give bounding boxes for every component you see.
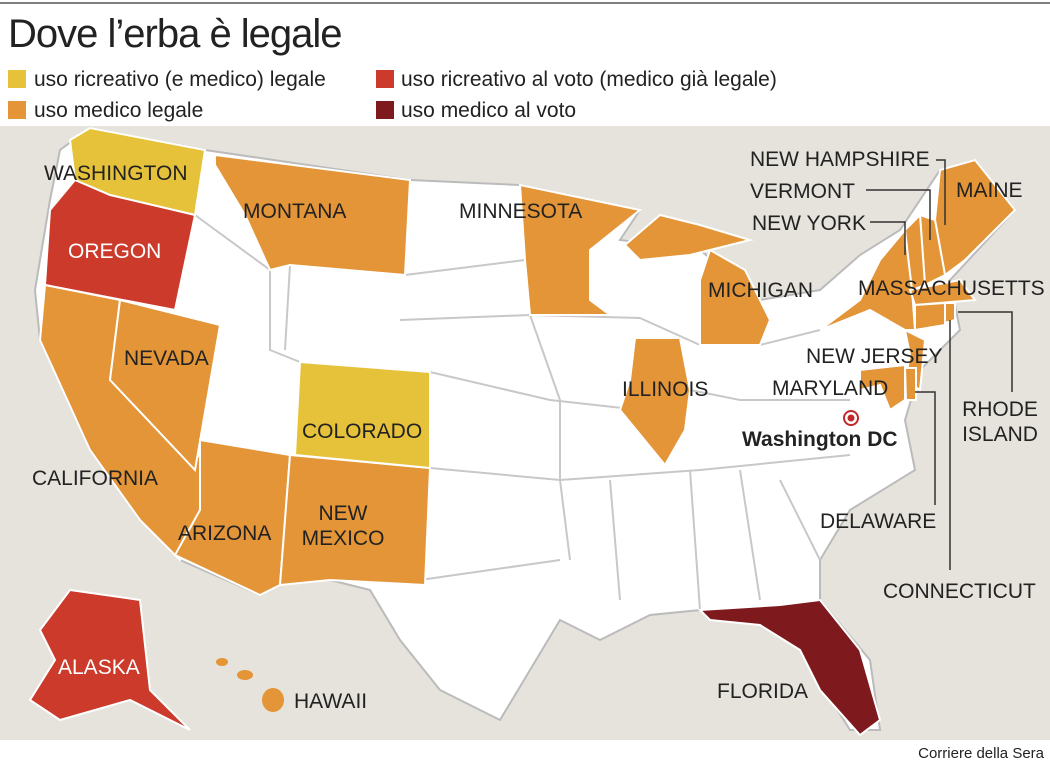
leader-lines [866,159,1013,570]
state-label: ILLINOIS [622,378,708,401]
state-label: MICHIGAN [708,279,813,302]
state-label: FLORIDA [717,680,808,703]
state-label: ARIZONA [178,522,271,545]
state-shape [216,658,228,666]
state-shape [908,278,977,307]
state-shape [237,670,253,680]
state-shape [108,298,222,473]
state-label: MAINE [956,179,1023,202]
state-label: MONTANA [243,200,346,223]
legend-swatch [8,70,26,88]
legend-label: uso ricreativo (e medico) legale [34,68,326,91]
legend-label: uso ricreativo al voto (medico già legal… [401,68,777,91]
state-shape [618,337,692,467]
state-label: ALASKA [58,656,140,679]
state-label: CONNECTICUT [883,580,1036,603]
state-label: RHODE [962,398,1038,421]
legend-label: uso medico legale [34,99,203,122]
legend-swatch [8,101,26,119]
title: Dove l’erba è legale [8,12,342,56]
legend-swatch [376,101,394,119]
state-shape [43,178,197,312]
state-shape [914,301,946,332]
state-shape [944,302,956,325]
state-shape [262,688,284,712]
state-label: NEW YORK [752,212,866,235]
state-label: MASSACHUSETTS [858,277,1045,300]
state-shape [903,367,917,401]
state-label: OREGON [68,240,161,263]
capital-label: Washington DC [742,428,898,451]
legend-swatch [376,70,394,88]
state-label: NEVADA [124,347,209,370]
capital-marker-dot [847,414,855,422]
state-label: NEW [319,502,368,525]
state-label: CALIFORNIA [32,467,158,490]
state-shape [293,360,431,470]
state-shape [859,363,906,412]
state-label: VERMONT [750,180,855,203]
state-label: NEW JERSEY [806,345,943,368]
state-label: DELAWARE [820,510,936,533]
state-shape [518,183,643,316]
state-shape [699,248,772,346]
state-shape [214,153,412,277]
state-label: COLORADO [302,420,422,443]
state-label: WASHINGTON [44,162,188,185]
state-label: MARYLAND [772,377,888,400]
legend-label: uso medico al voto [401,99,576,122]
state-shape [623,213,754,262]
state-shape [903,212,927,292]
state-label: NEW HAMPSHIRE [750,148,930,171]
state-label: MINNESOTA [459,200,582,223]
states [28,126,1017,737]
state-shape [697,598,882,737]
credit: Corriere della Sera [918,745,1045,762]
state-shape [28,588,191,731]
state-label: MEXICO [302,527,385,550]
state-label: HAWAII [294,690,367,713]
state-label: ISLAND [962,423,1038,446]
